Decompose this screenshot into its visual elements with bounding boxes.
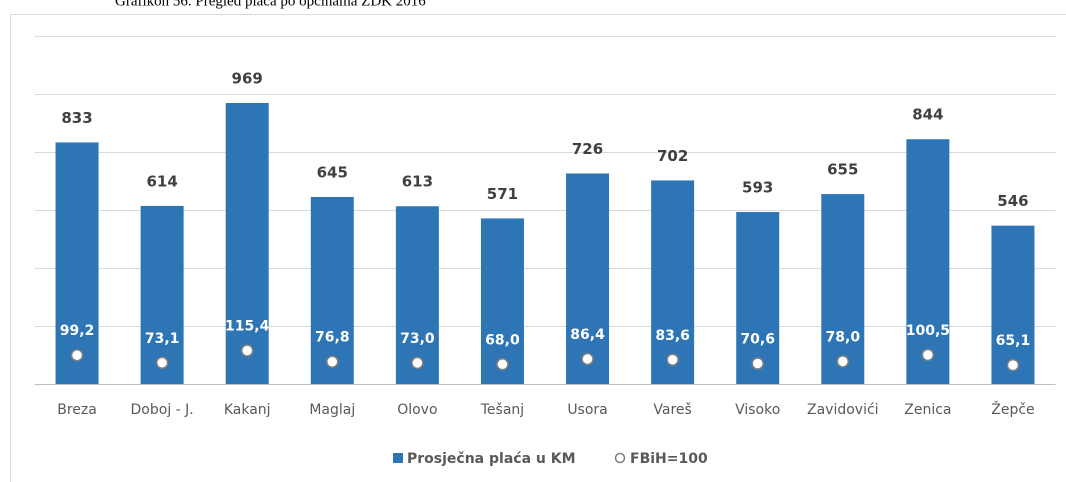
bar xyxy=(991,225,1035,384)
index-marker xyxy=(411,356,424,370)
bar xyxy=(566,173,610,384)
x-tick-label: Breza xyxy=(57,402,97,418)
index-marker xyxy=(326,355,339,368)
x-tick-label: Doboj - J. xyxy=(131,402,194,418)
legend-label: FBiH=100 xyxy=(630,451,708,467)
x-tick-label: Vareš xyxy=(653,402,691,418)
index-value-label: 99,2 xyxy=(60,323,95,339)
bar-value-label: 726 xyxy=(572,140,603,158)
index-value-label: 65,1 xyxy=(996,333,1031,349)
index-value-label: 115,4 xyxy=(225,319,270,335)
bar-value-label: 702 xyxy=(657,147,688,165)
bar xyxy=(821,194,865,384)
x-tick-label: Zenica xyxy=(904,402,951,418)
bar-value-label: 645 xyxy=(317,163,348,181)
legend-swatch xyxy=(393,453,403,463)
bar xyxy=(651,180,695,384)
bar-value-label: 613 xyxy=(402,173,433,191)
bar-value-label: 833 xyxy=(61,109,92,127)
bar xyxy=(140,205,184,384)
bar-value-label: 969 xyxy=(232,69,263,87)
x-tick-label: Maglaj xyxy=(309,402,355,418)
index-value-label: 70,6 xyxy=(740,332,775,348)
index-marker xyxy=(666,353,679,367)
bar-value-label: 655 xyxy=(827,161,858,179)
index-value-label: 73,1 xyxy=(145,331,180,347)
x-tick-label: Usora xyxy=(567,402,607,418)
index-value-label: 100,5 xyxy=(906,323,950,339)
x-tick-label: Žepče xyxy=(991,400,1034,418)
index-value-label: 76,8 xyxy=(315,330,350,346)
index-value-label: 68,0 xyxy=(485,332,520,348)
index-value-label: 73,0 xyxy=(400,331,435,347)
index-value-label: 78,0 xyxy=(826,329,861,345)
x-tick-label: Tešanj xyxy=(480,402,524,418)
index-marker xyxy=(921,348,935,362)
index-marker xyxy=(155,356,169,370)
bar-value-label: 614 xyxy=(146,172,177,190)
x-tick-label: Kakanj xyxy=(224,402,271,418)
index-marker xyxy=(1006,358,1020,372)
bar xyxy=(906,139,950,384)
bar xyxy=(395,206,439,384)
x-tick-label: Zavidovići xyxy=(807,402,879,418)
x-tick-label: Visoko xyxy=(735,402,780,418)
chart-title: Grafikon 56. Pregled plaća po općinama Z… xyxy=(115,0,426,9)
index-value-label: 83,6 xyxy=(655,328,690,344)
bar-value-label: 546 xyxy=(997,192,1028,210)
x-tick-label: Olovo xyxy=(397,402,437,418)
bar xyxy=(736,212,780,384)
bar xyxy=(55,142,99,384)
legend-label: Prosječna plaća u KM xyxy=(407,451,576,467)
bar-value-label: 593 xyxy=(742,179,773,197)
bar-value-label: 571 xyxy=(487,185,518,203)
index-marker xyxy=(240,344,254,357)
legend-marker xyxy=(614,452,626,464)
index-marker xyxy=(751,357,764,370)
bar-value-label: 844 xyxy=(912,106,943,124)
index-value-label: 86,4 xyxy=(570,327,605,343)
bar xyxy=(225,102,269,385)
bar xyxy=(310,196,354,384)
bar xyxy=(480,218,524,384)
index-marker xyxy=(836,355,850,368)
index-marker xyxy=(581,352,594,366)
index-marker xyxy=(70,348,84,362)
chart-frame xyxy=(10,14,1066,482)
index-marker xyxy=(496,358,509,371)
